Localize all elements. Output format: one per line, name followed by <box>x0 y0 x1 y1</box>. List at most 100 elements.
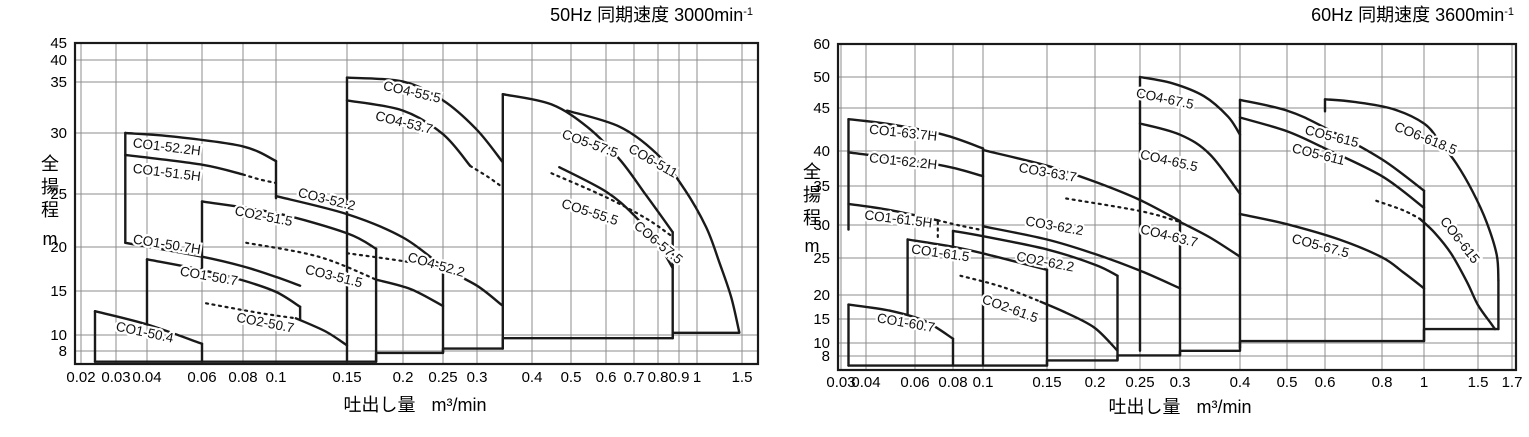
chart-50hz-series <box>93 76 741 363</box>
y-tick-50: 50 <box>813 69 830 86</box>
chart-50hz-co2-51.5-top <box>200 200 378 250</box>
x-tick-1: 1 <box>693 369 701 386</box>
chart-60hz-co4-67.5-top <box>1138 75 1242 136</box>
chart-50hz-co6-511-top <box>565 109 741 334</box>
y-tick-8: 8 <box>59 343 67 360</box>
model-label-CO1-50.7H: CO1-50.7H <box>132 232 202 257</box>
chart-50hz-co4-53.7-dash <box>469 164 503 188</box>
chart-50hz-co4-53.7-top <box>345 99 472 168</box>
chart-60hz-co2-61.5-dash <box>959 274 1042 303</box>
x-tick-0.25: 0.25 <box>428 369 457 386</box>
chart-60hz-co6-615-dash <box>1375 199 1421 220</box>
chart-60hz-model-labels: CO1-63.7HCO1-62.2HCO1-61.5HCO1-61.5CO1-6… <box>861 83 1485 337</box>
y-tick-15: 15 <box>50 283 67 300</box>
y-tick-35: 35 <box>813 178 830 195</box>
y-tick-25: 25 <box>50 186 67 203</box>
x-tick-0.03: 0.03 <box>826 374 855 391</box>
y-axis-title-char: 揚 <box>41 177 59 197</box>
chart-50hz-co6-57.5-top <box>558 166 674 270</box>
y-tick-25: 25 <box>813 250 830 267</box>
chart-50hz-model-labels: CO1-52.2HCO1-51.5HCO1-50.7HCO1-50.7CO1-5… <box>112 76 688 348</box>
chart-60hz-bottom-steps <box>847 327 1500 367</box>
x-tick-0.02: 0.02 <box>66 369 95 386</box>
x-tick-0.2: 0.2 <box>393 369 414 386</box>
y-axis-title-char: 程 <box>41 200 59 220</box>
chart-50hz-plot-border <box>73 41 760 366</box>
x-tick-0.6: 0.6 <box>1315 374 1336 391</box>
x-tick-0.5: 0.5 <box>561 369 582 386</box>
y-axis-unit: m <box>805 236 820 256</box>
x-tick-0.1: 0.1 <box>973 374 994 391</box>
x-tick-0.04: 0.04 <box>132 369 161 386</box>
chart-50hz-co1-52.2h-top <box>124 131 278 163</box>
chart-60hz-co5-67.5-top <box>1238 212 1426 290</box>
y-tick-20: 20 <box>813 287 830 304</box>
chart-60hz-co6-615-top <box>1418 217 1497 331</box>
x-tick-0.8: 0.8 <box>648 369 669 386</box>
chart-50hz-co5-55.5-dash <box>550 172 672 237</box>
y-tick-35: 35 <box>50 74 67 91</box>
y-tick-10: 10 <box>50 327 67 344</box>
y-tick-40: 40 <box>813 143 830 160</box>
y-tick-45: 45 <box>50 35 67 52</box>
chart-60hz-title: 60Hz 同期速度 3600min-1 <box>1311 5 1514 25</box>
model-label-CO2-61.5: CO2-61.5 <box>980 291 1040 325</box>
y-axis-title-char: 程 <box>803 208 821 228</box>
chart-50hz-title: 50Hz 同期速度 3000min-1 <box>550 5 753 25</box>
chart-50hz-co2-50.7-dash <box>205 302 297 320</box>
chart-50hz-co4-52.2-solid <box>441 266 503 307</box>
chart-60hz: CO1-63.7HCO1-62.2HCO1-61.5HCO1-61.5CO1-6… <box>803 5 1522 417</box>
x-tick-0.06: 0.06 <box>900 374 929 391</box>
x-tick-0.04: 0.04 <box>851 374 880 391</box>
chart-60hz-co4-65.5-top <box>1138 122 1242 195</box>
x-tick-0.4: 0.4 <box>1230 374 1251 391</box>
y-tick-45: 45 <box>813 100 830 117</box>
x-tick-0.4: 0.4 <box>522 369 543 386</box>
chart-50hz-co1-50.7-top <box>145 258 302 308</box>
chart-50hz-co1-50.7h-top <box>124 241 302 287</box>
chart-50hz-bottom-steps <box>93 331 741 363</box>
x-tick-1.5: 1.5 <box>1468 374 1489 391</box>
x-tick-0.15: 0.15 <box>332 369 361 386</box>
x-tick-0.3: 0.3 <box>1170 374 1191 391</box>
chart-60hz-co1-62.2h-top <box>847 151 985 178</box>
chart-60hz-co5-611-top <box>1238 116 1426 209</box>
chart-50hz-co5-57.5-top <box>501 93 674 234</box>
model-label-CO2-62.2: CO2-62.2 <box>1015 249 1075 275</box>
x-tick-0.08: 0.08 <box>938 374 967 391</box>
y-tick-8: 8 <box>822 348 830 365</box>
chart-60hz-x-axis-title: 吐出し量 m³/min <box>1109 397 1252 417</box>
model-label-CO3-63.7: CO3-63.7 <box>1018 160 1078 185</box>
y-tick-40: 40 <box>50 52 67 69</box>
chart-50hz-co4-55.5-top <box>345 76 504 164</box>
y-tick-20: 20 <box>50 239 67 256</box>
x-tick-0.15: 0.15 <box>1032 374 1061 391</box>
x-tick-0.25: 0.25 <box>1125 374 1154 391</box>
chart-60hz-co6-618.5-top <box>1323 98 1500 282</box>
x-tick-1: 1 <box>1420 374 1428 391</box>
chart-50hz-co3-51.5-solid <box>374 278 445 308</box>
x-tick-0.7: 0.7 <box>624 369 645 386</box>
y-tick-30: 30 <box>813 217 830 234</box>
chart-50hz-co2-50.7-solid <box>294 317 349 347</box>
x-tick-1.7: 1.7 <box>1502 374 1523 391</box>
model-label-CO1-61.5H: CO1-61.5H <box>864 207 934 230</box>
model-label-CO1-63.7H: CO1-63.7H <box>868 122 937 144</box>
chart-60hz-co3-62.2-top <box>981 225 1182 290</box>
y-tick-30: 30 <box>50 125 67 142</box>
y-axis-title-char: 全 <box>41 154 59 174</box>
chart-60hz-plot-border <box>836 42 1518 372</box>
chart-50hz-x-axis-title: 吐出し量 m³/min <box>344 395 487 415</box>
model-label-CO1-61.5: CO1-61.5 <box>910 241 970 264</box>
model-label-CO3-62.2: CO3-62.2 <box>1024 213 1084 238</box>
chart-50hz-co1-51.5h-top <box>124 153 245 176</box>
chart-60hz-co5-615-top <box>1238 98 1426 192</box>
model-label-CO3-51.5: CO3-51.5 <box>304 262 364 291</box>
x-tick-0.9: 0.9 <box>669 369 690 386</box>
chart-60hz-series <box>847 75 1500 367</box>
chart-50hz-co3-51.5-dash <box>245 241 378 281</box>
